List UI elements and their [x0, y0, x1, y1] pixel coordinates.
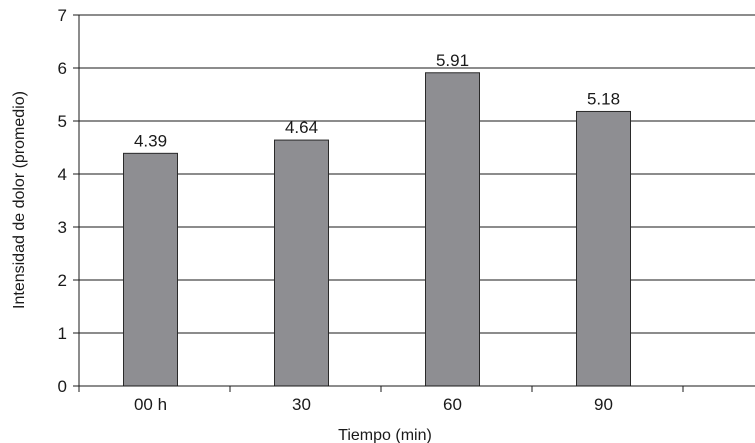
data-label: 5.91	[436, 51, 469, 70]
data-labels: 4.39 4.64 5.91 5.18	[134, 51, 620, 151]
data-label: 5.18	[587, 89, 620, 108]
bar-60	[425, 72, 480, 387]
y-tick-label: 7	[58, 6, 67, 25]
y-tick-label: 5	[58, 112, 67, 131]
bar-00-h	[123, 152, 178, 387]
x-axis-title: Tiempo (min)	[338, 427, 432, 443]
y-tick-label: 3	[58, 218, 67, 237]
data-label: 4.64	[285, 118, 318, 137]
y-tick-labels: 0 1 2 3 4 5 6 7	[58, 6, 67, 396]
axes	[73, 14, 755, 392]
x-tick-label: 60	[443, 395, 462, 414]
x-tick-label: 30	[292, 395, 311, 414]
bar-90	[576, 110, 631, 387]
y-tick-label: 6	[58, 59, 67, 78]
bar-30	[274, 139, 329, 387]
y-tick-label: 1	[58, 324, 67, 343]
x-tick-label: 00 h	[134, 395, 167, 414]
y-tick-label: 2	[58, 271, 67, 290]
x-tick-label: 90	[594, 395, 613, 414]
y-axis-title: Intensidad de dolor (promedio)	[11, 91, 28, 309]
bars	[123, 72, 631, 387]
x-tick-labels: 00 h 30 60 90	[134, 395, 613, 414]
y-tick-label: 4	[58, 165, 67, 184]
data-label: 4.39	[134, 131, 167, 150]
gridlines	[79, 14, 755, 334]
y-tick-label: 0	[58, 377, 67, 396]
